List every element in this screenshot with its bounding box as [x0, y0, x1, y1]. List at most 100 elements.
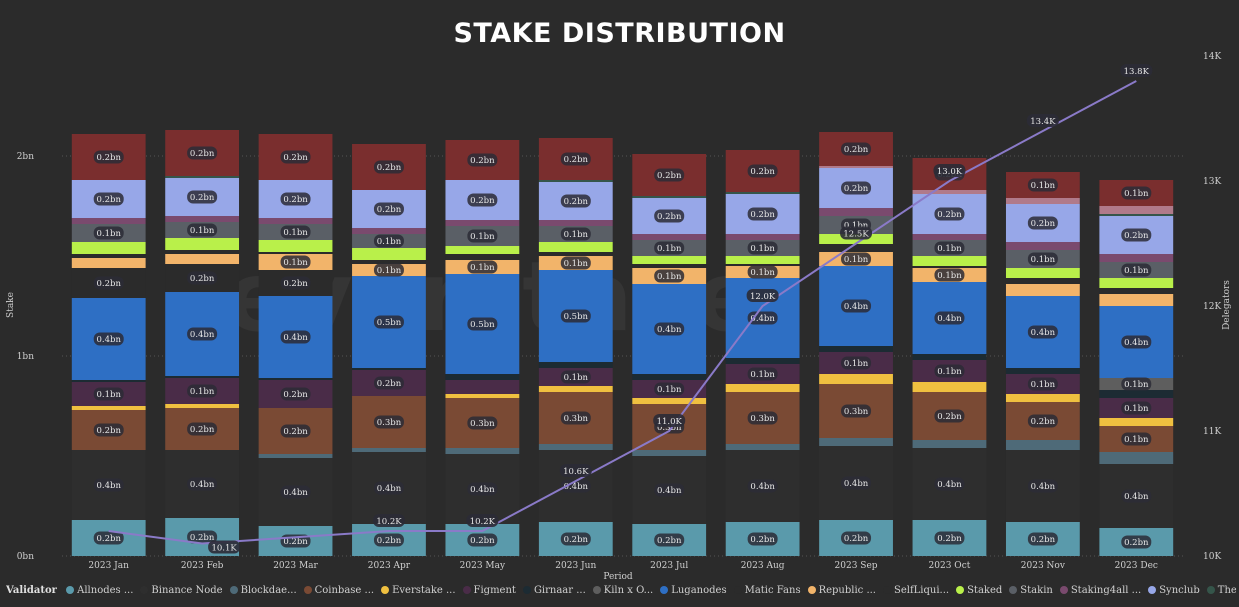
segment-label-bg-2-15 [280, 192, 311, 206]
segment-label-9-8: 0.4bn [937, 314, 962, 324]
delegators-label-6: 11.0K [657, 417, 683, 427]
segment-label-bg-6-0 [654, 533, 685, 547]
legend-item-13[interactable]: Stakin [1009, 585, 1053, 596]
bar-segment-1-12 [165, 238, 240, 250]
segment-label-1-1: 0.4bn [190, 480, 215, 490]
segment-label-3-13: 0.1bn [377, 237, 402, 247]
segment-label-bg-11-18 [1121, 186, 1152, 200]
legend-swatch-12 [956, 586, 965, 594]
segment-label-bg-8-8 [841, 299, 872, 313]
delegators-label-bg-11 [1120, 64, 1153, 77]
segment-label-bg-7-0 [747, 532, 778, 546]
segment-label-3-5: 0.2bn [377, 379, 402, 389]
segment-label-bg-11-7 [1121, 377, 1152, 391]
legend-item-1[interactable]: Binance Node [140, 585, 223, 596]
legend-label-0: Allnodes ... [77, 585, 134, 596]
legend-item-12[interactable]: Staked [956, 585, 1002, 596]
segment-label-bg-5-8 [560, 309, 591, 323]
segment-label-0-13: 0.1bn [96, 229, 121, 239]
bar-segment-10-2 [1005, 440, 1080, 450]
segment-label-9-3: 0.2bn [937, 412, 962, 422]
legend-item-3[interactable]: Coinbase ... [303, 585, 374, 596]
bar-segment-8-17 [819, 166, 893, 168]
segment-label-bg-11-3 [1121, 432, 1152, 446]
legend-item-5[interactable]: Figment [462, 585, 516, 596]
segment-label-10-3: 0.2bn [1031, 417, 1056, 427]
legend-item-9[interactable]: Matic Fans [733, 585, 801, 596]
segment-label-1-15: 0.2bn [190, 193, 215, 203]
legend-item-16[interactable]: The Abyss ... [1206, 585, 1236, 596]
segment-label-bg-11-0 [1121, 535, 1152, 549]
segment-label-bg-10-3 [1027, 414, 1058, 428]
segment-label-3-8: 0.5bn [377, 318, 402, 328]
segment-label-bg-6-13 [654, 241, 685, 255]
segment-label-6-13: 0.1bn [657, 244, 682, 254]
bar-segment-7-4 [725, 384, 800, 392]
legend-item-10[interactable]: Republic ... [807, 585, 876, 596]
segment-label-bg-4-10 [467, 260, 498, 274]
segment-label-bg-1-3 [187, 422, 218, 436]
segment-label-10-0: 0.2bn [1031, 535, 1056, 545]
segment-label-11-13: 0.1bn [1124, 266, 1149, 276]
segment-label-bg-8-5 [841, 356, 872, 370]
bar-segment-4-12 [445, 246, 520, 254]
legend-swatch-14 [1059, 586, 1068, 594]
bar-segment-7-12 [725, 256, 800, 264]
segment-label-bg-0-1 [93, 478, 124, 492]
segment-label-bg-9-8 [934, 311, 965, 325]
legend-item-4[interactable]: Everstake ... [381, 585, 456, 596]
legend-swatch-6 [522, 586, 531, 594]
bar-segment-1-11 [165, 250, 240, 254]
bar-segment-4-4 [445, 394, 520, 398]
segment-label-11-8: 0.4bn [1124, 338, 1149, 348]
segment-label-bg-1-0 [187, 530, 218, 544]
legend-item-14[interactable]: Staking4all ... [1059, 585, 1141, 596]
segment-label-8-10: 0.1bn [844, 255, 869, 265]
segment-label-6-10: 0.1bn [657, 272, 682, 282]
segment-label-6-1: 0.4bn [657, 486, 682, 496]
legend-label-11: SelfLiqui... [893, 585, 950, 596]
bar-segment-9-4 [912, 382, 987, 392]
delegators-label-1: 10.1K [211, 544, 237, 554]
bar-segment-7-14 [725, 234, 800, 240]
legend-item-7[interactable]: Kiln x O... [592, 585, 653, 596]
y-axis-label: Stake [6, 292, 16, 318]
segment-label-bg-5-3 [560, 411, 591, 425]
segment-label-0-18: 0.2bn [96, 153, 121, 163]
bar-segment-11-10 [1099, 294, 1174, 306]
legend-item-8[interactable]: Luganodes [660, 585, 727, 596]
y2-tick-label-0: 10K [1203, 552, 1221, 562]
bar-segment-5-12 [538, 242, 613, 252]
segment-label-bg-2-9 [280, 276, 311, 290]
bar-segment-6-14 [632, 234, 707, 240]
legend-item-6[interactable]: Girnaar ... [522, 585, 586, 596]
legend-label-9: Matic Fans [744, 585, 801, 596]
legend-item-2[interactable]: Blockdae... [229, 585, 297, 596]
segment-label-5-1: 0.4bn [564, 482, 589, 492]
legend-swatch-13 [1009, 586, 1018, 594]
bar-segment-9-11 [912, 266, 987, 268]
y2-axis-label: Delegators [1222, 280, 1232, 330]
segment-label-bg-7-18 [747, 164, 778, 178]
bar-segment-1-4 [165, 404, 240, 408]
segment-label-5-3: 0.3bn [564, 414, 589, 424]
legend-item-11[interactable]: SelfLiqui... [882, 585, 950, 596]
segment-label-bg-4-3 [467, 416, 498, 430]
segment-label-bg-3-18 [373, 160, 404, 174]
delegators-label-bg-10 [1026, 114, 1059, 127]
segment-label-bg-1-18 [187, 146, 218, 160]
x-tick-label-10: 2023 Nov [1021, 561, 1066, 571]
segment-label-bg-6-1 [654, 483, 685, 497]
segment-label-bg-4-13 [467, 229, 498, 243]
legend-item-0[interactable]: Allnodes ... [66, 585, 133, 596]
legend-swatch-1 [140, 586, 149, 594]
legend-item-15[interactable]: Synclub [1148, 585, 1200, 596]
delegators-label-5: 10.6K [563, 467, 589, 477]
x-tick-label-5: 2023 Jun [555, 561, 596, 571]
segment-label-3-0: 0.2bn [377, 536, 402, 546]
bar-segment-10-11 [1005, 278, 1080, 284]
segment-label-5-0: 0.2bn [564, 535, 589, 545]
segment-label-bg-6-5 [654, 382, 685, 396]
bar-segment-0-4 [71, 406, 146, 410]
segment-label-bg-8-1 [841, 476, 872, 490]
